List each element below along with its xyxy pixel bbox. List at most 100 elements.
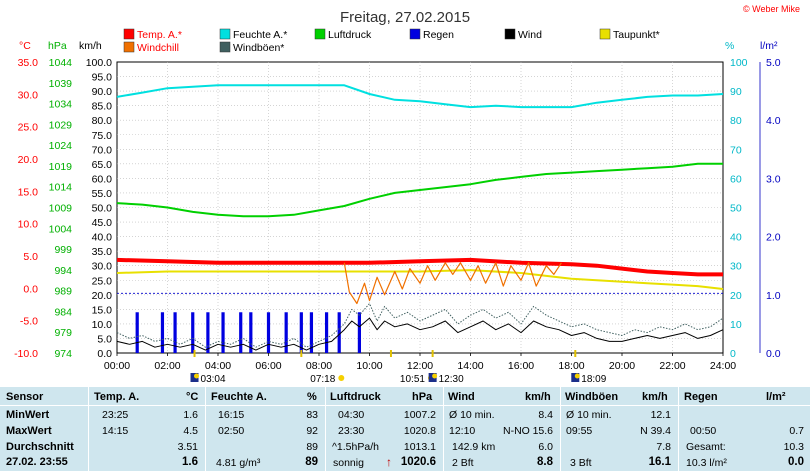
- header-gust: Windböen: [565, 391, 619, 403]
- marker-time-label: 10:51: [400, 374, 425, 385]
- statistics-table: Sensor Temp. A. °C Feuchte A. % Luftdruc…: [0, 387, 810, 471]
- wind-min-label: Ø 10 min.: [449, 409, 495, 421]
- time-tick-label: 04:00: [205, 360, 231, 372]
- rain-tick-label: 5.0: [766, 57, 781, 69]
- legend-swatch: [314, 28, 326, 40]
- series-line-taupunkt: [116, 269, 724, 290]
- legend-swatch: [409, 28, 421, 40]
- wind-tick-label: 45.0: [92, 217, 113, 229]
- gust-min-label: Ø 10 min.: [566, 409, 612, 421]
- temp-avg-value: 3.51: [177, 441, 198, 453]
- temp-tick-label: 35.0: [18, 57, 39, 69]
- wind-tick-label: 15.0: [92, 304, 113, 316]
- humidity-tick-label: 10: [730, 319, 742, 331]
- temp-unit-label: °C: [19, 40, 31, 52]
- legend: Temp. A.* Feuchte A.* Luftdruck Regen Wind Ta…: [123, 28, 660, 54]
- rain-max-time: 00:50: [690, 425, 717, 437]
- sun-icon: [194, 373, 200, 379]
- temp-current-value: 1.6: [182, 456, 198, 468]
- axis-ticks: 35.0 30.0 25.0 20.0 15.0 10.0 5.0 0.0 -5.0 -10.0 1…: [14, 57, 781, 372]
- wind-max-direction: N-NO: [503, 425, 530, 437]
- wind-max-value: 15.6: [532, 425, 553, 437]
- header-temp-unit: °C: [186, 391, 199, 403]
- hum-avg-value: 89: [306, 441, 318, 453]
- pressure-tick-label: 999: [54, 244, 72, 256]
- rain-tick-label: 1.0: [766, 290, 781, 302]
- rain-tick-label: 2.0: [766, 232, 781, 244]
- hum-absolute: 4.81 g/m³: [216, 457, 261, 469]
- wind-beaufort: 2 Bft: [452, 457, 474, 469]
- press-avg-value: 1013.1: [403, 441, 436, 453]
- rain-max-value: 0.7: [789, 425, 804, 437]
- temp-max-time: 14:15: [102, 425, 129, 437]
- rain-daily: 10.3 l/m²: [686, 457, 727, 469]
- pressure-tick-label: 1014: [49, 182, 73, 194]
- legend-label: Regen: [423, 29, 454, 41]
- series-line-temp-a: [116, 257, 723, 277]
- press-current-value: 1020.6: [400, 456, 436, 468]
- header-pressure-unit: hPa: [412, 391, 433, 403]
- wind-current-value: 8.8: [537, 456, 553, 468]
- grid: [117, 62, 723, 353]
- time-tick-label: 16:00: [508, 360, 534, 372]
- humidity-tick-label: 100: [730, 57, 748, 69]
- wind-max-time: 12:10: [449, 425, 476, 437]
- pressure-tick-label: 1044: [49, 57, 73, 69]
- wind-tick-label: 50.0: [92, 203, 113, 215]
- marker-time-label: 12:30: [439, 374, 464, 385]
- column-divider: [443, 387, 444, 471]
- rain-bar: [337, 312, 341, 353]
- rain-bar: [221, 312, 225, 353]
- row-label-min: MinWert: [6, 409, 50, 421]
- wind-tick-label: 70.0: [92, 144, 113, 156]
- series-line-feuchte-a: [116, 84, 724, 109]
- sun-icon: [338, 375, 345, 381]
- wind-tick-label: 90.0: [92, 86, 113, 98]
- temp-tick-label: 0.0: [23, 283, 38, 295]
- hum-max-time: 02:50: [218, 425, 245, 437]
- header-wind: Wind: [448, 391, 475, 403]
- rain-bar: [249, 312, 253, 353]
- time-tick-label: 10:00: [356, 360, 382, 372]
- series-line-windb-en: [116, 303, 724, 348]
- rain-bar: [284, 312, 288, 353]
- rain-bar: [324, 312, 329, 353]
- press-min-time: 04:30: [338, 409, 365, 421]
- humidity-tick-label: 80: [730, 115, 742, 127]
- pressure-tick-label: 1004: [49, 223, 73, 235]
- marker-time-label: 07:18: [310, 374, 335, 385]
- rain-current-value: 0.0: [788, 456, 804, 468]
- header-rain: Regen: [684, 391, 718, 403]
- temp-tick-label: -5.0: [20, 316, 38, 328]
- rain-total-label: Gesamt:: [686, 441, 726, 453]
- hum-current-value: 89: [305, 456, 318, 468]
- header-humidity-unit: %: [307, 391, 317, 403]
- rain-tick-label: 0.0: [766, 348, 781, 360]
- hum-max-value: 92: [306, 425, 318, 437]
- wind-tick-label: 20.0: [92, 290, 113, 302]
- header-rain-unit: l/m²: [766, 391, 786, 403]
- pressure-tick-label: 984: [54, 306, 72, 318]
- series-layer: [116, 84, 724, 353]
- pressure-tick-label: 1024: [49, 140, 73, 152]
- gust-max-time: 09:55: [566, 425, 593, 437]
- wind-tick-label: 35.0: [92, 246, 113, 258]
- temp-tick-label: -10.0: [14, 348, 38, 360]
- series-line-windchill: [343, 262, 562, 305]
- pressure-tick-label: 974: [54, 348, 72, 360]
- wind-tick-label: 55.0: [92, 188, 113, 200]
- wind-distance: 142.9 km: [452, 441, 496, 453]
- wind-min-value: 8.4: [538, 409, 553, 421]
- wind-tick-label: 65.0: [92, 159, 113, 171]
- header-sensor: Sensor: [6, 391, 44, 403]
- legend-label: Feuchte A.*: [233, 29, 287, 41]
- wind-tick-label: 95.0: [92, 72, 113, 84]
- humidity-unit-label: %: [725, 40, 734, 52]
- press-max-time: 23:30: [338, 425, 365, 437]
- time-tick-label: 14:00: [457, 360, 483, 372]
- rain-bar: [160, 312, 165, 353]
- temp-tick-label: 5.0: [23, 251, 38, 263]
- pressure-tick-label: 1019: [49, 161, 73, 173]
- wind-tick-label: 85.0: [92, 101, 113, 113]
- wind-tick-label: 30.0: [92, 261, 113, 273]
